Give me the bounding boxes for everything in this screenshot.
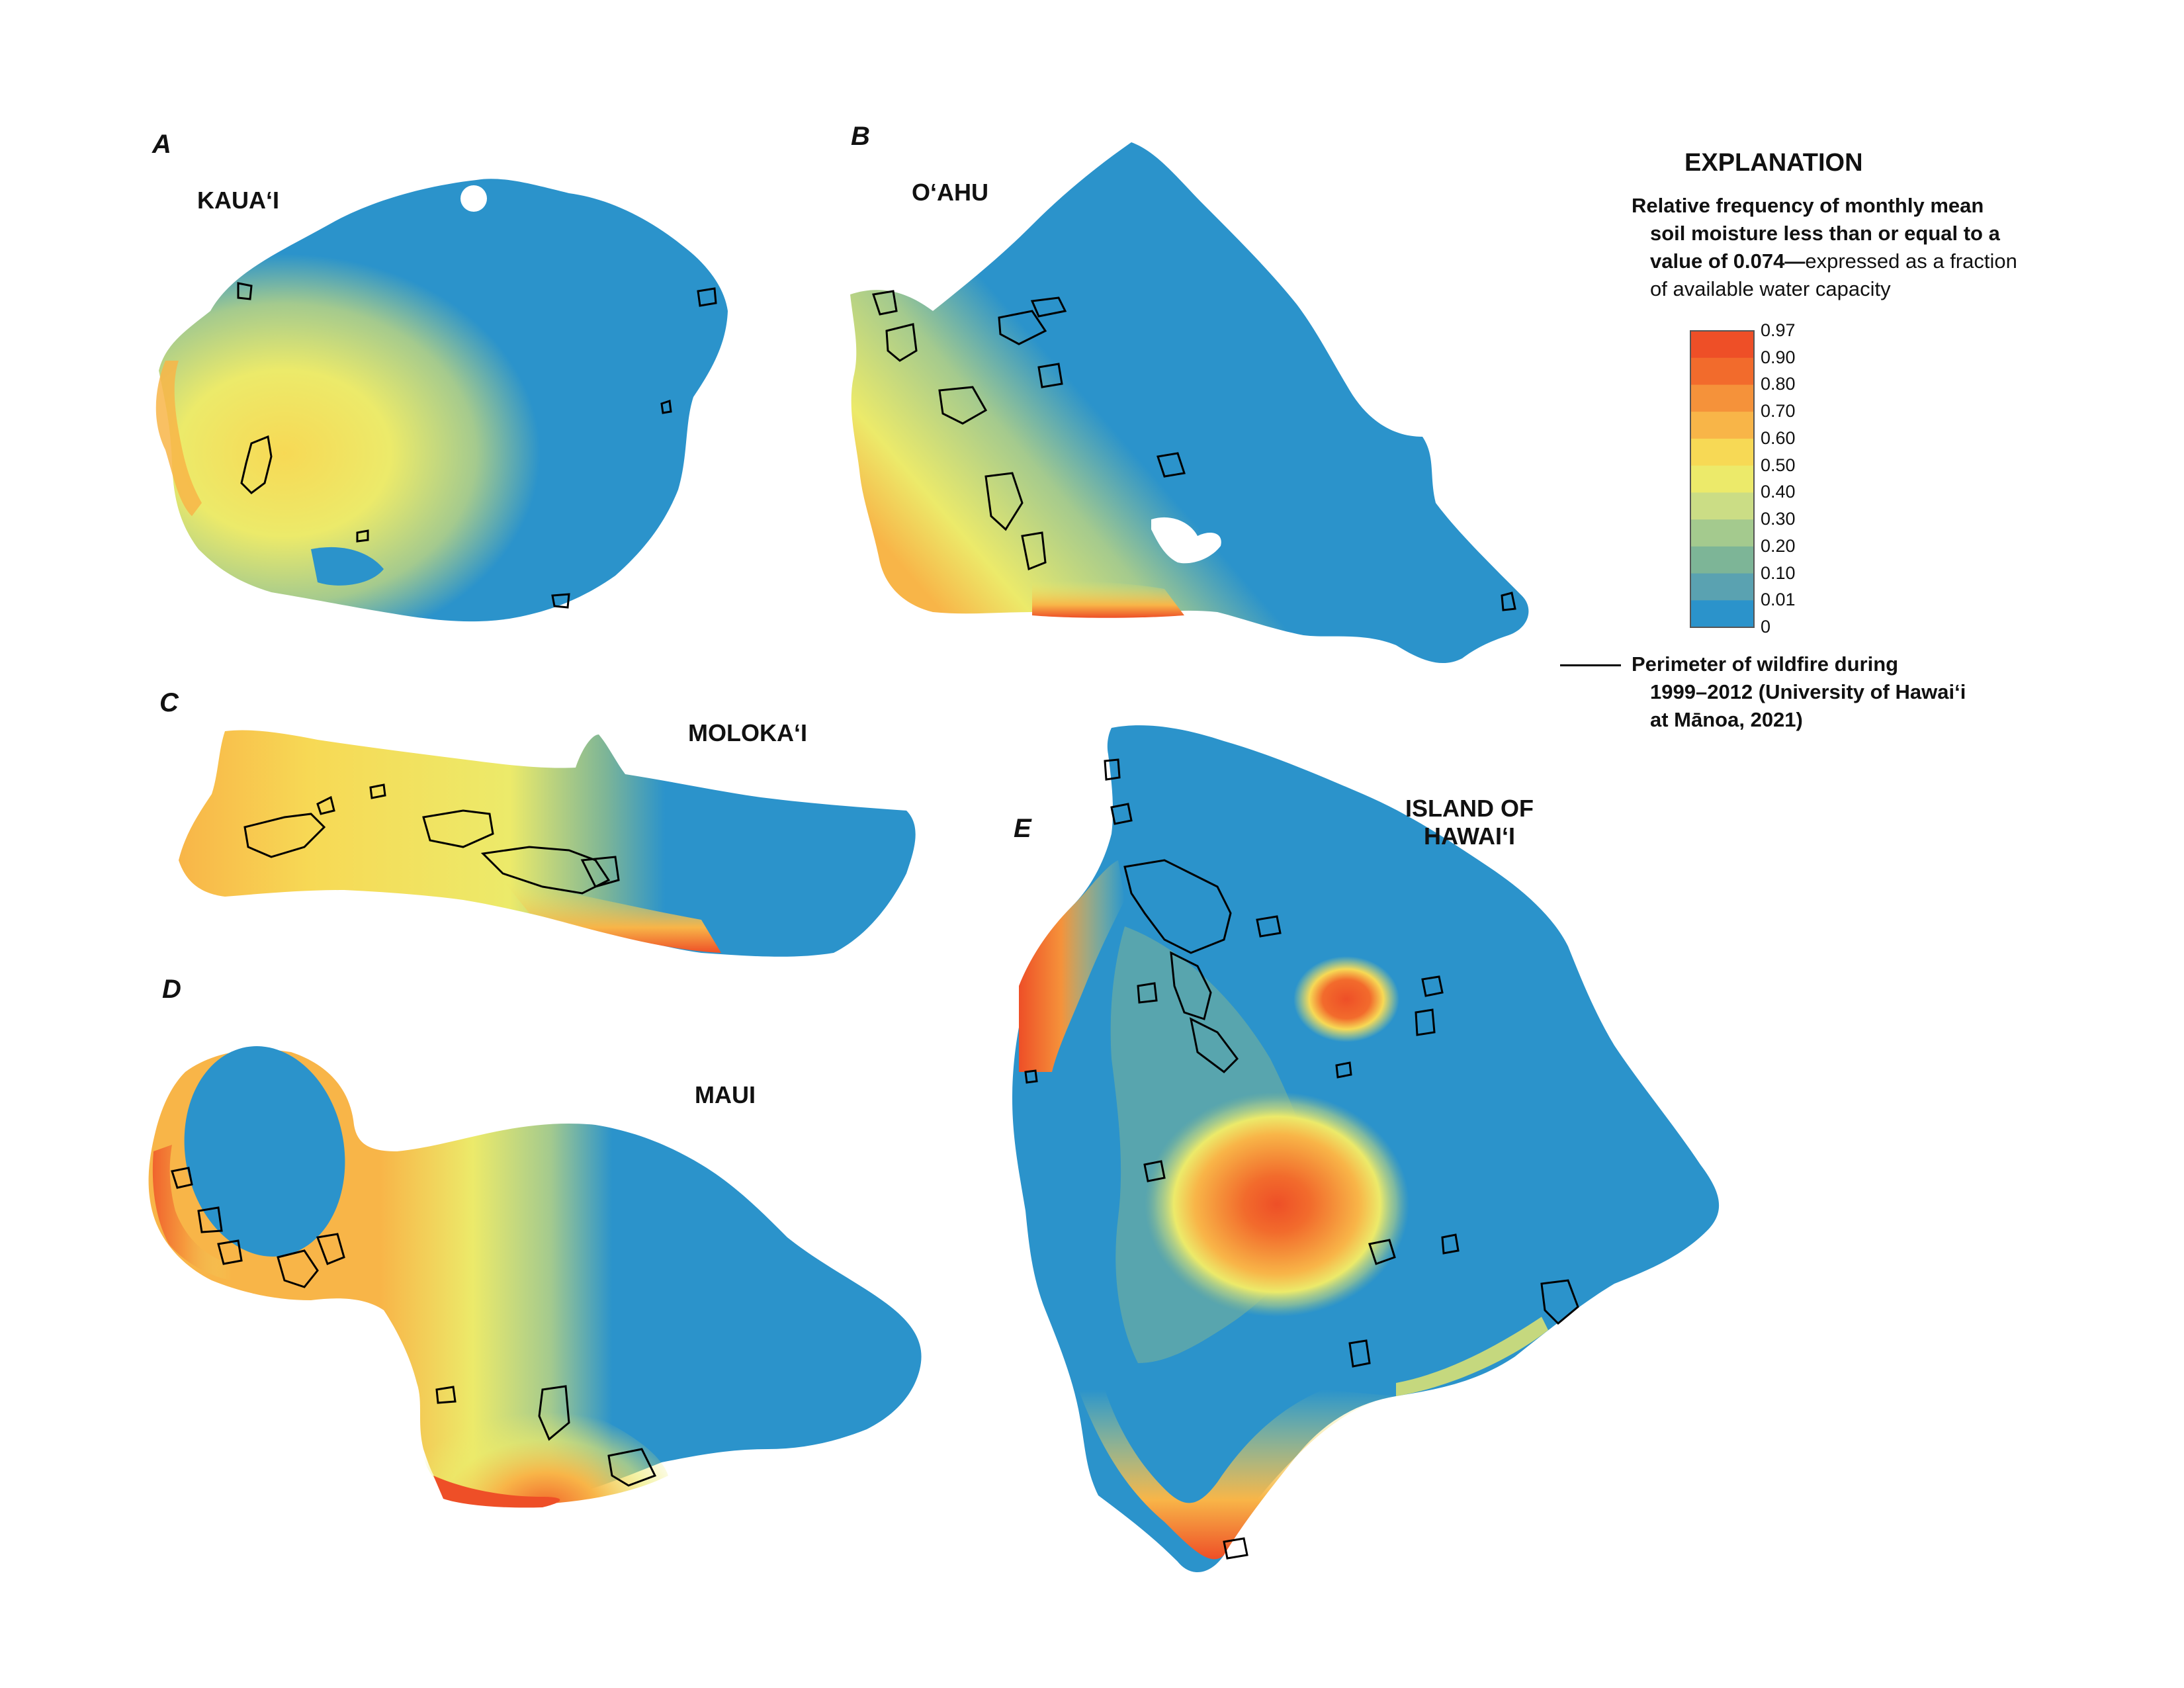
legend-color-swatch <box>1690 573 1754 601</box>
panel-letter-b: B <box>851 122 870 151</box>
explanation-desc-line1: Relative frequency of monthly mean <box>1632 194 1984 217</box>
wildfire-legend-line1: Perimeter of wildfire during <box>1632 652 1899 676</box>
legend-tick-label: 0.60 <box>1761 427 1796 448</box>
legend-color-swatch <box>1690 412 1754 439</box>
wildfire-legend-line <box>1560 664 1621 666</box>
molokai-island <box>179 730 916 957</box>
kauai-island <box>159 179 728 622</box>
wildfire-legend-line2: 1999–2012 (University of Hawai‘i <box>1650 680 1966 703</box>
legend-color-swatch <box>1690 546 1754 574</box>
kauai-south-blue <box>311 547 384 586</box>
legend-color-swatch <box>1690 600 1754 628</box>
hawaii-map <box>1012 725 1720 1573</box>
legend-tick-label: 0 <box>1761 617 1771 637</box>
maui-south-coast <box>423 1350 668 1505</box>
legend-color-swatch <box>1690 465 1754 493</box>
explanation-description: Relative frequency of monthly mean soil … <box>1632 192 2108 303</box>
legend-tick-label: 0.30 <box>1761 509 1796 529</box>
explanation-title: EXPLANATION <box>1684 149 1863 177</box>
hawaii-southeast-coast <box>1396 1317 1548 1396</box>
legend-tick-label: 0.40 <box>1761 482 1796 502</box>
panel-letter-e: E <box>1014 814 1031 843</box>
mauna-loa-hotspot <box>1145 1092 1409 1317</box>
explanation-desc-line2: soil moisture less than or equal to a <box>1650 222 2000 245</box>
legend-ramp-border <box>1690 330 1755 628</box>
legend-color-swatch <box>1690 519 1754 547</box>
panel-letter-a: A <box>152 130 171 159</box>
kauai-notch <box>460 185 487 212</box>
island-name-kauai: KAUA‘I <box>197 187 279 214</box>
panel-letter-d: D <box>162 975 181 1004</box>
maui-map <box>148 1046 922 1508</box>
maui-west-coast <box>152 1145 232 1280</box>
molokai-map <box>179 730 916 957</box>
island-name-oahu: O‘AHU <box>912 179 988 206</box>
wildfire-legend-label: Perimeter of wildfire during 1999–2012 (… <box>1632 650 2095 734</box>
legend-color-swatch <box>1690 492 1754 520</box>
oahu-south-coast <box>1032 581 1184 618</box>
legend-tick-label: 0.80 <box>1761 374 1796 394</box>
legend-color-swatch <box>1690 384 1754 412</box>
oahu-pearl-harbor <box>1151 517 1221 564</box>
kauai-map <box>155 179 728 622</box>
island-name-molokai: MOLOKA‘I <box>688 719 807 746</box>
maui-south-tip <box>433 1476 560 1508</box>
panel-letter-c: C <box>159 688 179 717</box>
wildfire-legend-line3: at Mānoa, 2021) <box>1650 708 1803 731</box>
molokai-wildfires <box>243 783 620 895</box>
kauai-west-coast <box>155 361 202 516</box>
explanation-desc-line4: of available water capacity <box>1650 277 1891 300</box>
oahu-island <box>850 142 1529 664</box>
legend-tick-label: 0.90 <box>1761 347 1796 367</box>
explanation-desc-line3: value of 0.074—expressed as a fraction <box>1632 247 2108 275</box>
maui-west-mountains <box>184 1046 345 1257</box>
legend-color-swatch <box>1690 331 1754 359</box>
legend-color-ramp <box>1690 330 1755 628</box>
legend-tick-label: 0.70 <box>1761 401 1796 422</box>
island-name-hawaii: ISLAND OF HAWAI‘I <box>1405 795 1534 850</box>
legend-tick-label: 0.10 <box>1761 562 1796 583</box>
mauna-kea-hotspot <box>1293 956 1399 1042</box>
legend-tick-label: 0.97 <box>1761 320 1796 340</box>
legend-color-swatch <box>1690 357 1754 385</box>
maui-wildfires <box>171 1167 657 1487</box>
legend-tick-label: 0.50 <box>1761 455 1796 475</box>
molokai-south-coast <box>503 880 721 953</box>
island-name-maui: MAUI <box>695 1081 756 1108</box>
explanation-desc-line3-rest: expressed as a fraction <box>1805 249 2017 273</box>
hawaii-wildfires <box>1024 758 1579 1560</box>
island-name-hawaii-line2: HAWAI‘I <box>1423 822 1515 850</box>
oahu-wildfires <box>872 290 1516 611</box>
hawaii-kohala-west <box>1019 860 1125 1072</box>
kauai-wildfires <box>237 282 717 609</box>
legend-tick-label: 0.20 <box>1761 535 1796 556</box>
hawaii-south-coast <box>1078 1390 1396 1560</box>
island-name-hawaii-line1: ISLAND OF <box>1405 795 1534 822</box>
legend-tick-label: 0.01 <box>1761 590 1796 610</box>
explanation-threshold: value of 0.074— <box>1650 249 1806 273</box>
oahu-map <box>850 142 1529 664</box>
legend-color-swatch <box>1690 438 1754 466</box>
